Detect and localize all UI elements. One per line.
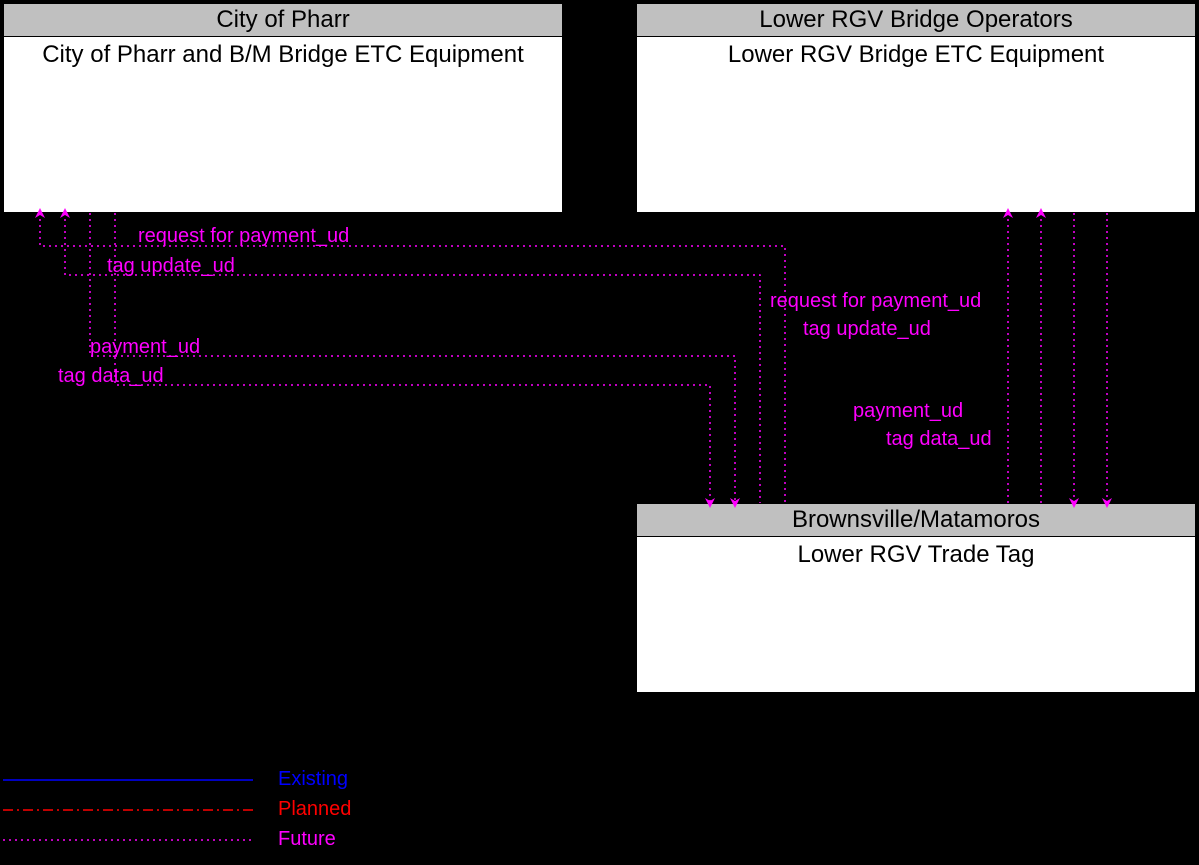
legend-label-future: Future xyxy=(278,828,336,851)
node-rgv-ops: Lower RGV Bridge Operators Lower RGV Bri… xyxy=(636,3,1196,213)
flow-label-f8: tag data_ud xyxy=(886,428,992,451)
node-bmatamoros: Brownsville/Matamoros Lower RGV Trade Ta… xyxy=(636,503,1196,693)
flow-label-f1: request for payment_ud xyxy=(138,225,349,248)
node-bmatamoros-header: Brownsville/Matamoros xyxy=(637,504,1195,537)
node-pharr: City of Pharr City of Pharr and B/M Brid… xyxy=(3,3,563,213)
node-bmatamoros-body: Lower RGV Trade Tag xyxy=(637,537,1195,573)
flow-label-f7: payment_ud xyxy=(853,400,963,423)
flow-label-f4: tag data_ud xyxy=(58,365,164,388)
node-rgv-ops-body: Lower RGV Bridge ETC Equipment xyxy=(637,37,1195,73)
flow-label-f3: payment_ud xyxy=(90,336,200,359)
flow-label-f5: request for payment_ud xyxy=(770,290,981,313)
legend-label-existing: Existing xyxy=(278,768,348,791)
node-rgv-ops-header: Lower RGV Bridge Operators xyxy=(637,4,1195,37)
flow-label-f6: tag update_ud xyxy=(803,318,931,341)
legend-label-planned: Planned xyxy=(278,798,351,821)
flow-label-f2: tag update_ud xyxy=(107,255,235,278)
node-pharr-header: City of Pharr xyxy=(4,4,562,37)
node-pharr-body: City of Pharr and B/M Bridge ETC Equipme… xyxy=(4,37,562,73)
